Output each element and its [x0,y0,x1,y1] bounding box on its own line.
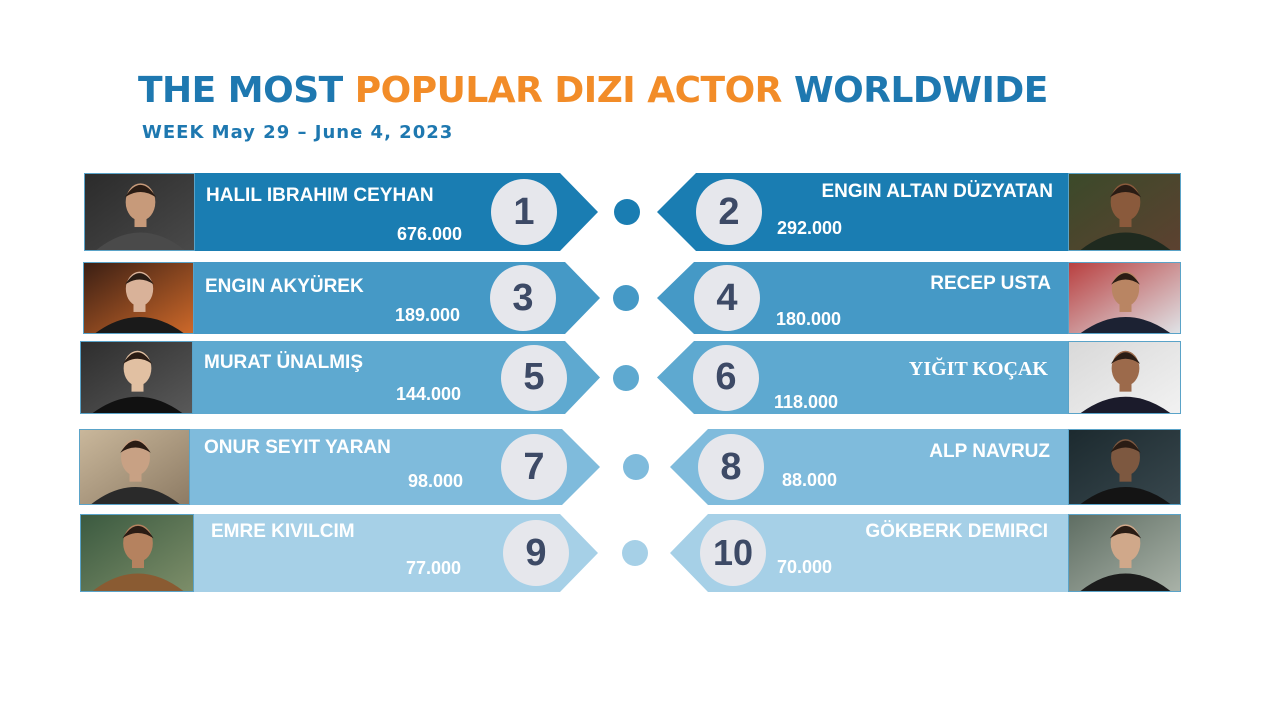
actor-photo [1068,262,1181,334]
title-highlight: POPULAR DIZI ACTOR [354,70,783,111]
actor-name: HALIL IBRAHIM CEYHAN [206,185,434,206]
divider-dot [623,454,649,480]
actor-name: RECEP USTA [930,273,1051,294]
divider-dot [613,285,639,311]
rank-badge: 10 [700,520,766,586]
actor-score: 98.000 [408,471,464,491]
actor-name: ONUR SEYIT YARAN [204,437,391,458]
actor-photo [1068,173,1181,251]
ranking-row: 9 10 EMRE KIVILCIM 77.000 GÖKBERK DEMIRCI 70.… [0,514,1280,592]
title-part-1: THE MOST [138,70,355,111]
left-banner-shape [79,429,600,505]
right-banner-shape [670,429,1181,505]
right-banner-shape [657,262,1181,334]
actor-photo [80,341,193,414]
ranking-row: 7 8 ONUR SEYIT YARAN 98.000 ALP NAVRUZ 88.000 [0,429,1280,505]
ranking-row: 5 6 MURAT ÜNALMIŞ 144.000 YIĞIT KOÇAK 118.000 [0,341,1280,414]
actor-photo [83,262,194,334]
actor-name: YIĞIT KOÇAK [908,358,1048,380]
left-banner-shape [84,173,598,251]
actor-name: GÖKBERK DEMIRCI [865,521,1048,542]
rank-badge: 9 [503,520,569,586]
actor-photo [79,429,190,505]
right-entry-banner [657,341,1181,414]
actor-name: ALP NAVRUZ [929,441,1050,462]
divider-dot [614,199,640,225]
left-entry-banner [79,429,600,505]
actor-score: 70.000 [777,557,833,577]
actor-name: EMRE KIVILCIM [211,521,355,542]
actor-photo [80,514,194,592]
actor-name: ENGIN AKYÜREK [205,276,364,297]
right-entry-banner [657,262,1181,334]
divider-dot [613,364,639,391]
right-entry-banner [657,173,1181,251]
actor-photo [1068,514,1181,592]
week-subtitle: WEEK May 29 – June 4, 2023 [142,122,454,143]
actor-score: 292.000 [777,218,843,238]
left-banner-shape [80,514,598,592]
rank-badge: 3 [490,265,556,331]
rank-badge: 4 [694,265,760,331]
left-entry-banner [80,514,598,592]
actor-score: 189.000 [395,305,461,325]
right-entry-banner [670,514,1181,592]
rank-badge: 1 [491,179,557,245]
actor-score: 180.000 [776,309,842,329]
ranking-row: 3 4 ENGIN AKYÜREK 189.000 RECEP USTA 180.000 [0,262,1280,334]
rank-badge: 2 [696,179,762,245]
actor-score: 77.000 [406,558,462,578]
rank-badge: 7 [501,434,567,500]
actor-photo [1068,429,1181,505]
right-banner-shape [670,514,1181,592]
page-title: THE MOST POPULAR DIZI ACTOR WORLDWIDE [138,70,1048,111]
actor-name: MURAT ÜNALMIŞ [204,352,364,373]
right-banner-shape [657,341,1181,414]
left-entry-banner [84,173,598,251]
ranking-row: 1 2 HALIL IBRAHIM CEYHAN 676.000 ENGIN ALTAN… [0,173,1280,251]
actor-photo [1068,341,1181,414]
actor-name: ENGIN ALTAN DÜZYATAN [821,181,1053,202]
divider-dot [622,540,648,566]
right-banner-shape [657,173,1181,251]
actor-photo [84,173,195,251]
actor-score: 118.000 [774,392,839,412]
actor-score: 144.000 [396,384,462,404]
left-banner-shape [80,341,600,414]
rank-badge: 8 [698,434,764,500]
title-part-3: WORLDWIDE [781,70,1048,111]
right-entry-banner [670,429,1181,505]
left-entry-banner [83,262,600,334]
left-banner-shape [83,262,600,334]
actor-score: 88.000 [782,470,838,490]
actor-score: 676.000 [397,224,463,244]
rank-badge: 6 [693,344,759,411]
rank-badge: 5 [501,344,567,411]
left-entry-banner [80,341,600,414]
